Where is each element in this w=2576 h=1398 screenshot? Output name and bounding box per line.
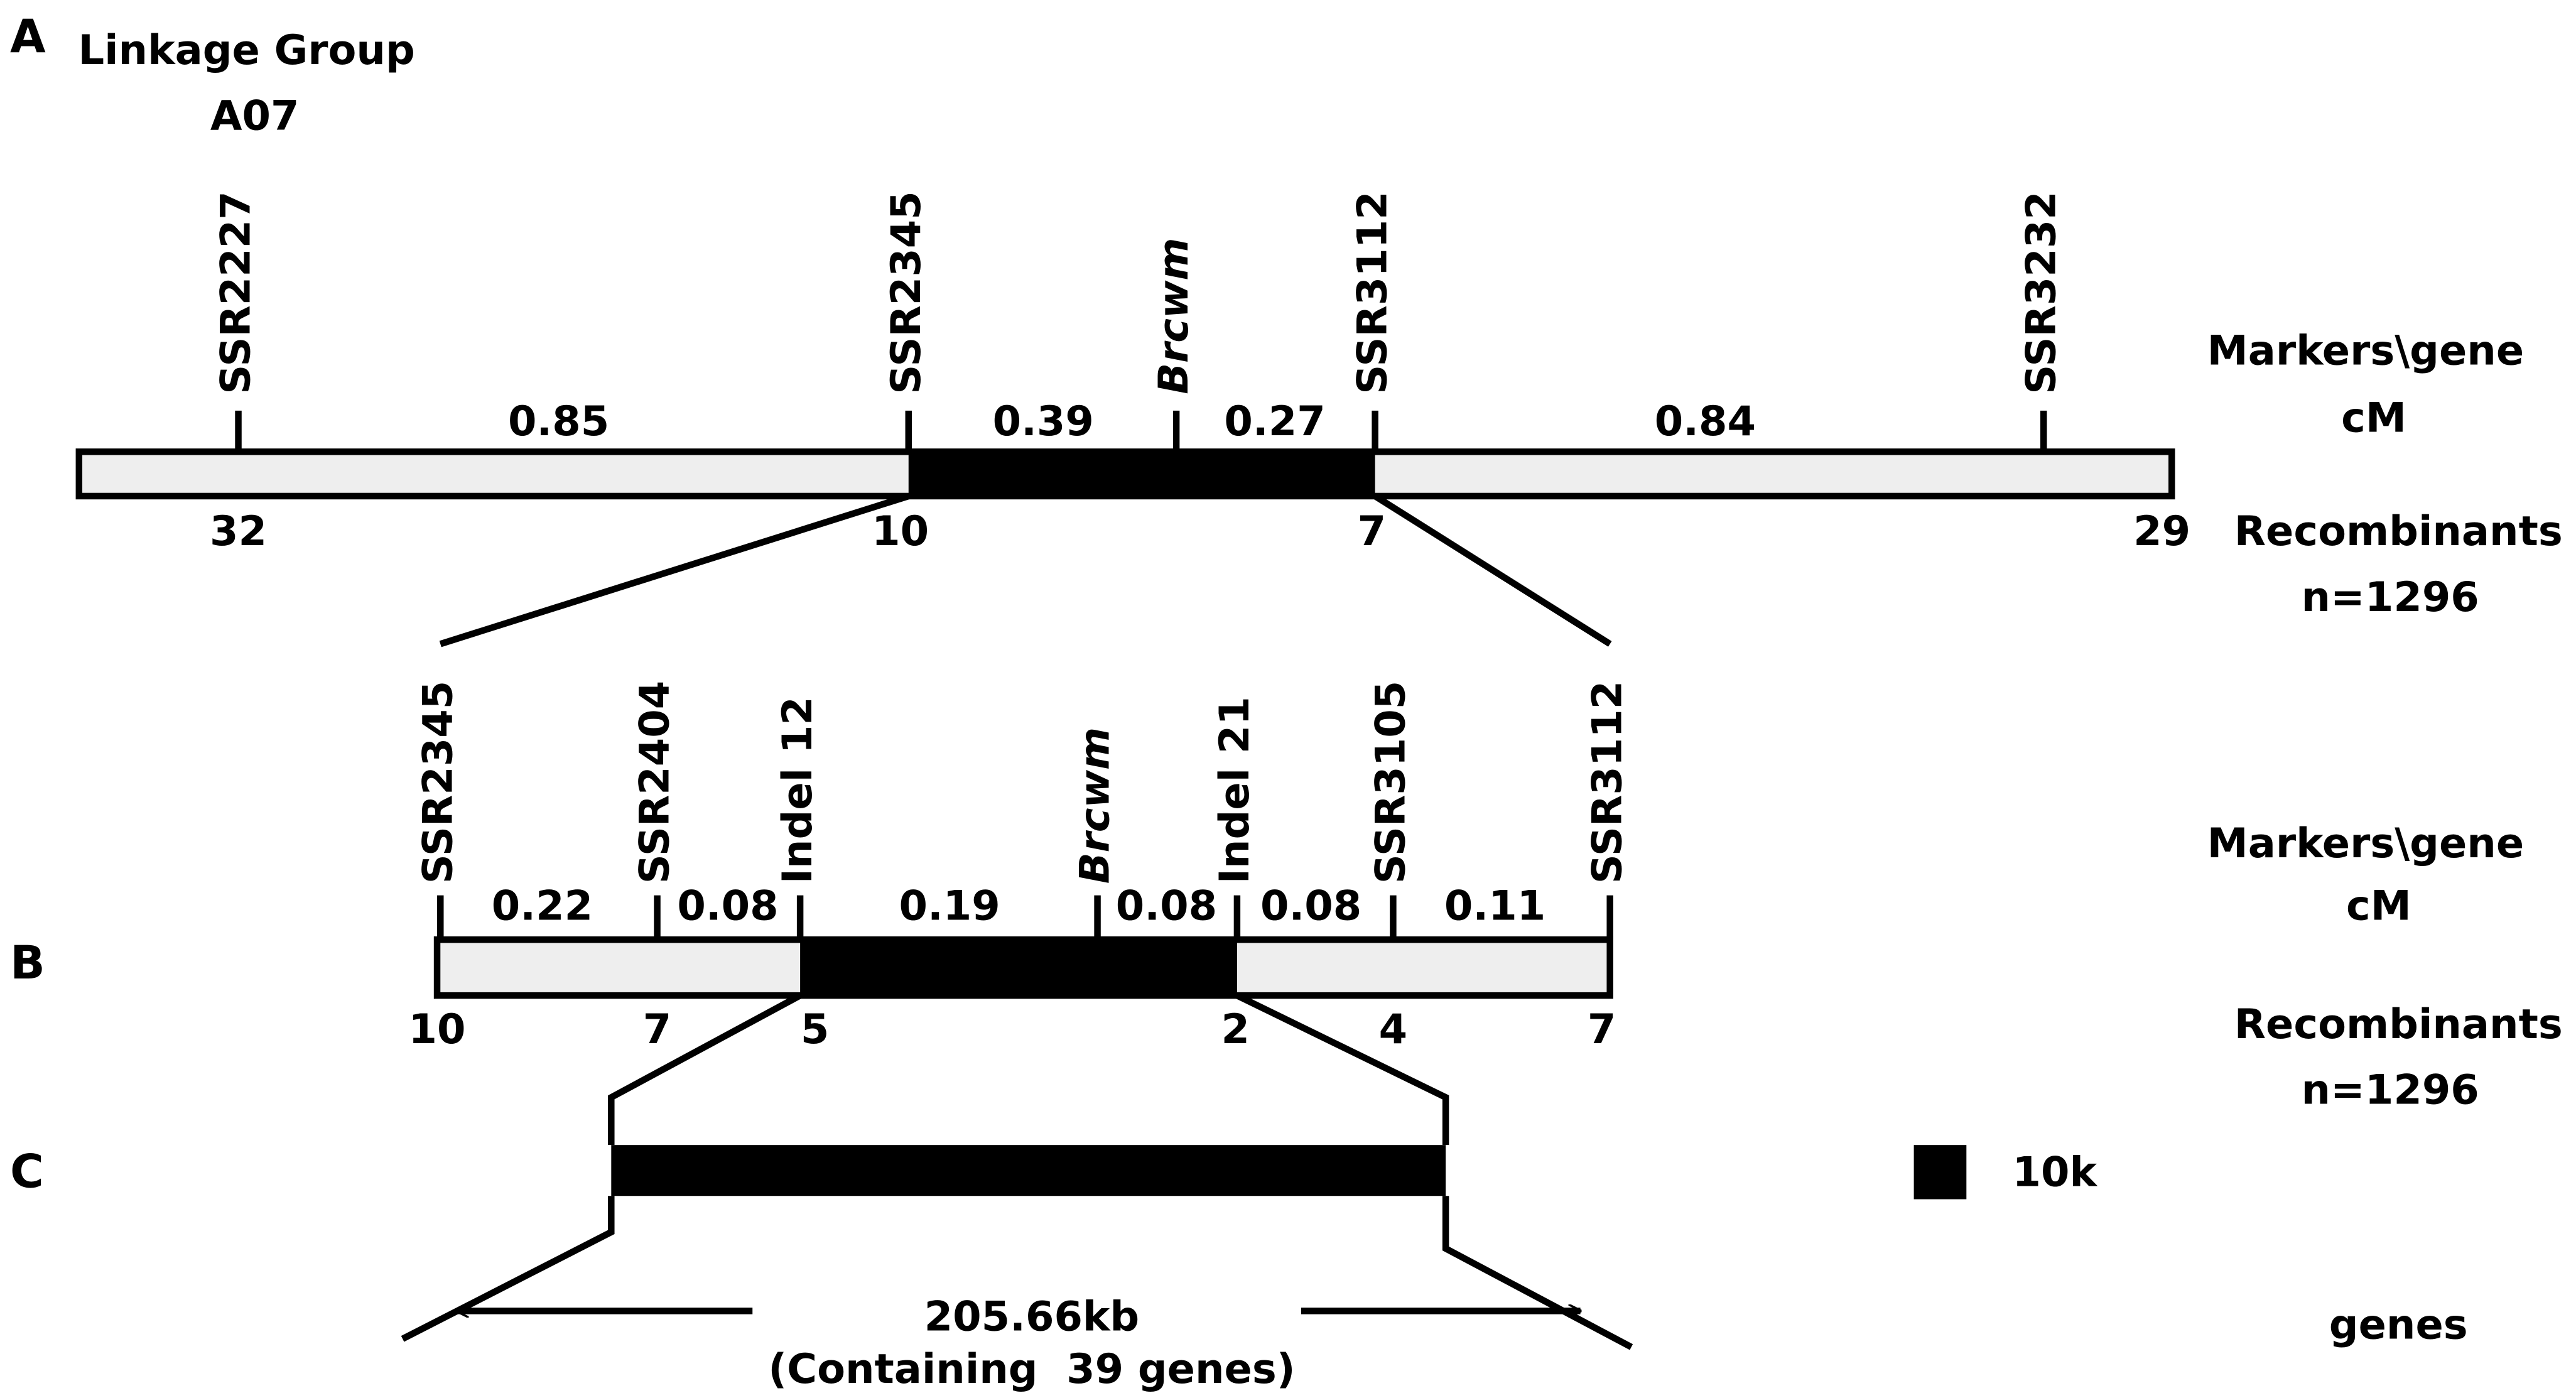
cm-value: 0.22 [492,882,593,930]
marker-label: Brcwm [1071,727,1119,884]
marker-label: SSR2227 [212,191,260,394]
recombinant-count: 10 [409,1005,466,1053]
candidate-region [908,452,1375,496]
cm-value: 0.08 [1260,882,1361,930]
panel-label: A [10,10,46,63]
scale-label: 10k [2013,1148,2098,1196]
zoom-line [1373,493,1612,647]
cm-value: 0.27 [1224,398,1325,445]
physical-region [611,1145,1446,1196]
zoom-line [1235,992,1449,1146]
cm-value: 0.08 [1116,882,1217,930]
side-label: genes [2329,1301,2468,1349]
linkage-name: A07 [210,92,300,139]
cm-value: 0.84 [1655,398,1756,445]
marker-label: SSR3112 [1584,681,1632,884]
region-size: 205.66kb [924,1293,1140,1341]
recombinant-count: 7 [1588,1005,1616,1053]
recombinant-count: 29 [2133,507,2190,555]
marker-label: SSR3112 [1349,191,1397,394]
candidate-region [800,940,1237,996]
marker-label: SSR2345 [882,191,930,394]
linkage-title: Linkage Group [78,26,414,74]
side-label: cM [2346,882,2411,930]
marker-label: Indel 21 [1211,696,1258,884]
marker-label: SSR3232 [2017,191,2065,394]
scale-box [1913,1145,1967,1200]
recombinant-count: 5 [801,1005,829,1053]
cm-value: 0.39 [993,398,1094,445]
side-label: cM [2341,394,2406,442]
side-label: Recombinants [2234,507,2563,555]
zoom-line [439,492,910,648]
cm-value: 0.08 [677,882,778,930]
gene-count: (Containing 39 genes) [768,1345,1295,1393]
cm-value: 0.19 [899,882,1000,930]
marker-label: SSR3105 [1366,681,1414,884]
side-label: Markers\gene [2207,820,2525,867]
recombinant-count: 2 [1221,1005,1250,1053]
recombinant-count: 32 [210,507,267,555]
side-label: Recombinants [2234,1000,2563,1048]
recombinant-count: 7 [643,1005,671,1053]
marker-label: SSR2404 [631,681,679,884]
side-label: Markers\gene [2207,327,2525,374]
marker-label: SSR2345 [414,681,462,884]
marker-label: Brcwm [1150,237,1198,394]
zoom-line [401,1196,615,1342]
zoom-line [608,992,802,1146]
side-label: n=1296 [2302,1066,2479,1114]
panel-label: B [10,936,45,990]
panel-label: C [10,1145,44,1198]
recombinant-count: 10 [872,507,929,555]
side-label: n=1296 [2302,573,2479,621]
marker-label: Indel 12 [774,696,821,884]
cm-value: 0.11 [1444,882,1545,930]
recombinant-count: 7 [1358,507,1387,555]
cm-value: 0.85 [508,398,609,445]
recombinant-count: 4 [1379,1005,1408,1053]
zoom-line [1442,1196,1633,1350]
